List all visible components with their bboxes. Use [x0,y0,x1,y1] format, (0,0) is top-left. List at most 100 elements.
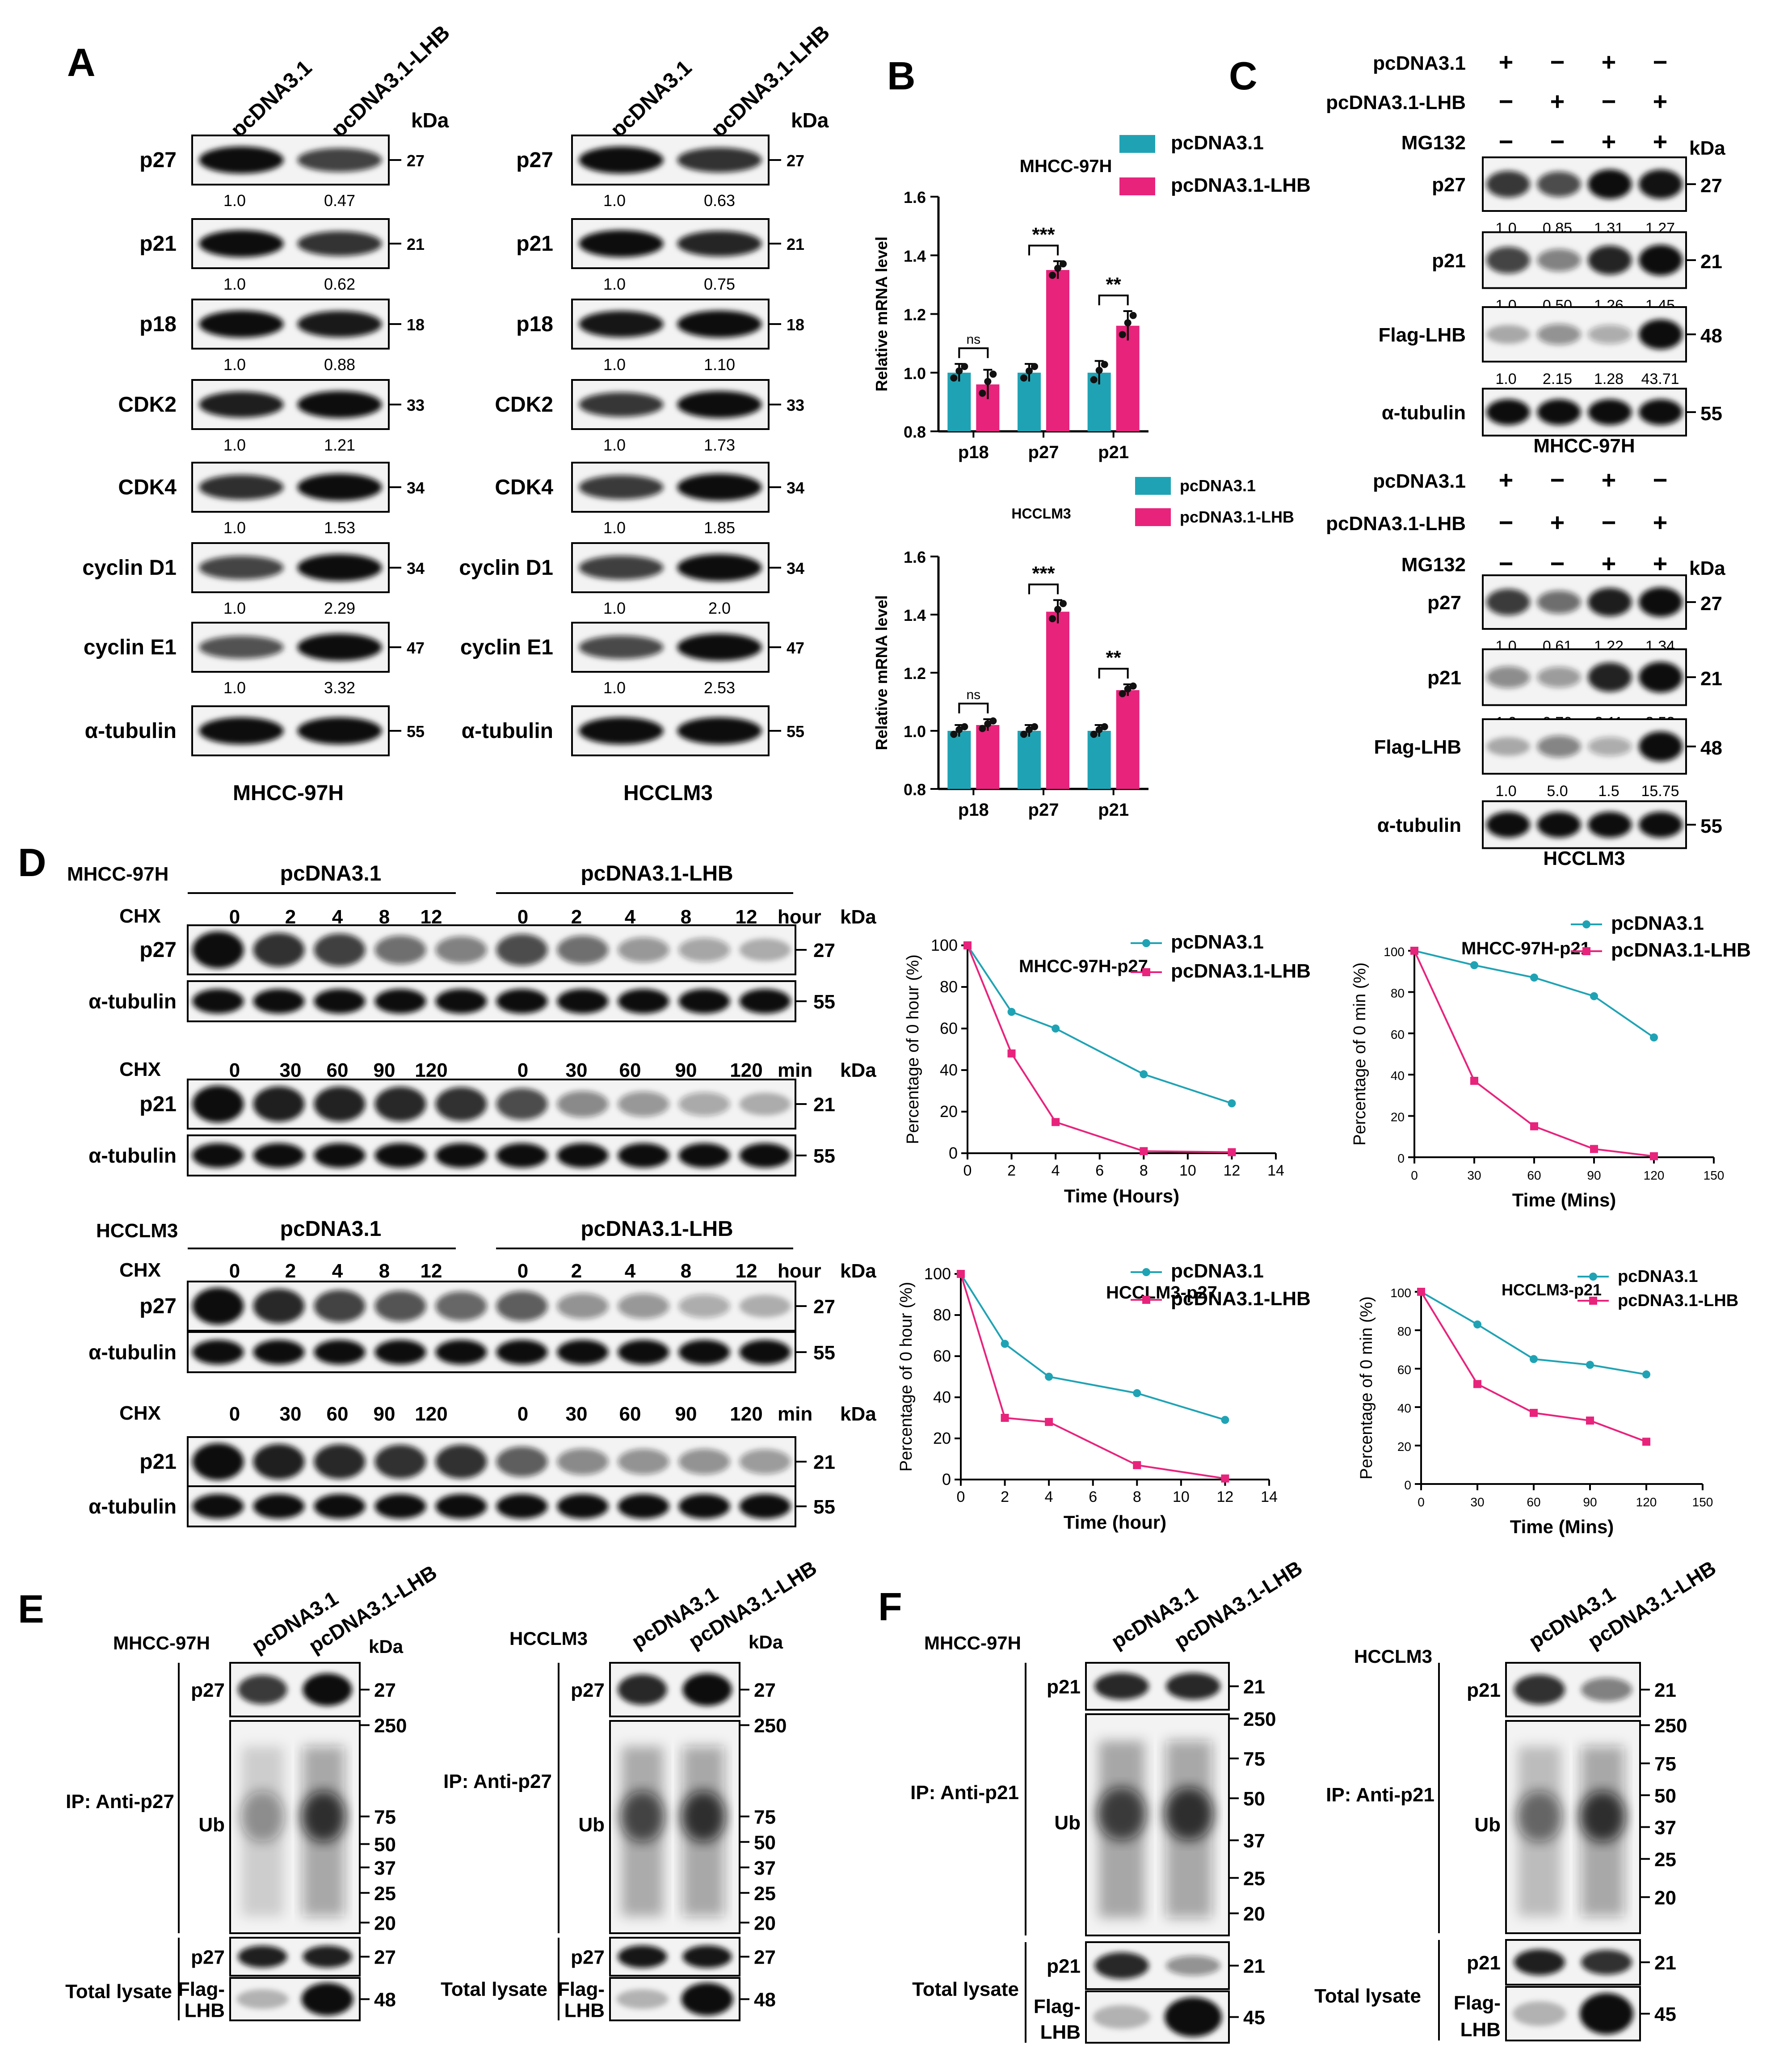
data-point [1586,1417,1594,1425]
data-point [1020,730,1027,738]
data-point [1045,1373,1053,1381]
chart-title: HCCLM3-p21 [1502,1281,1602,1299]
data-point [1026,726,1033,734]
quant-value: 1.0 [1495,783,1516,800]
kda-value: 27 [407,152,425,170]
ip-label: IP: Anti-p21 [1326,1784,1434,1806]
bar-p21-1 [1116,325,1140,431]
time-point: 4 [625,906,636,928]
blot-band [677,473,762,501]
kda-value: 27 [374,1947,396,1969]
blot-p27 [187,1281,796,1332]
quant-value: 1.0 [1495,371,1516,388]
time-point: 0 [229,1059,240,1081]
blot-band [1513,2001,1566,2026]
blot-band [199,391,284,418]
kda-value: 27 [754,1947,776,1969]
blot-band [1588,245,1632,275]
blot-band [557,1143,609,1168]
blot-band [236,1989,289,2009]
blot-band [1537,249,1581,272]
kda-value: 55 [813,991,835,1013]
significance-bracket [1098,294,1129,305]
blot-band [618,1143,669,1168]
protein-label: Flag- [1034,1995,1081,2017]
quant-value: 1.0 [223,436,246,454]
marker-label: 250 [374,1715,407,1737]
blot-band [1639,731,1683,762]
data-point [1049,615,1056,623]
time-point: 8 [379,906,390,928]
kda-header: kDa [411,109,449,132]
blot-band [678,1143,730,1168]
group-label: pcDNA3.1 [280,862,382,885]
blot-band [303,1673,352,1706]
marker-label: 37 [374,1857,396,1879]
x-tick-label: 10 [1173,1488,1190,1505]
data-point [1129,682,1137,690]
data-point [1124,685,1132,693]
data-point [1095,726,1103,734]
cell-line-label: HCCLM3 [623,781,713,805]
x-tick-label: 14 [1261,1488,1278,1505]
protein-label: CDK4 [118,476,177,499]
blot-cdk2 [191,379,390,430]
y-axis-label: Percentage of 0 min (%) [1357,1296,1376,1480]
sign: + [1499,466,1514,494]
ub-label: Ub [1054,1812,1081,1834]
blot-p21 [1482,648,1687,706]
blot-band [374,1494,426,1519]
legend-label: pcDNA3.1-LHB [1171,960,1311,982]
protein-label: p18 [516,312,553,336]
kda-value: 21 [1654,1679,1676,1701]
x-tick-label: 0 [1411,1168,1418,1182]
x-tick-label: 2 [1007,1162,1016,1179]
marker-label: 37 [1654,1817,1676,1839]
kda-value: 27 [787,152,804,170]
ub-smear [1580,1791,1625,1842]
data-point [1124,319,1132,327]
blot-band [1486,589,1530,616]
panel-letter-d: D [18,840,46,885]
y-tick-label: 0 [942,1470,951,1488]
blot-flag-lhb [229,1977,361,2021]
sign: + [1602,549,1616,578]
group-label: pcDNA3.1-LHB [581,1217,733,1241]
blot-cyclin-e1 [571,622,770,673]
time-unit: hour [778,906,821,928]
time-point: 90 [675,1403,697,1425]
kda-value: 33 [787,396,804,414]
protein-label: Flag- [178,1978,225,2000]
blot-band [374,1340,426,1365]
quant-value: 1.0 [223,519,246,537]
bar-p21-1 [1116,690,1140,789]
time-point: 12 [421,1260,442,1282]
blot-band [301,1982,353,2016]
protein-label: p21 [1467,1952,1501,1974]
time-point: 120 [415,1059,447,1081]
blot-p27 [1482,574,1687,630]
kda-header: kDa [840,1059,876,1081]
blot-band [314,1086,366,1122]
legend-label: pcDNA3.1 [1180,476,1256,495]
blot-band [579,146,664,174]
time-point: 120 [730,1059,762,1081]
panel-letter-a: A [67,40,96,84]
y-tick-label: 60 [940,1019,958,1037]
marker-label: 75 [754,1806,776,1828]
protein-label: p21 [139,1450,177,1474]
time-unit: min [778,1403,812,1425]
blot-band [199,146,284,174]
blot-band [192,1340,244,1365]
marker-label: 20 [1654,1887,1676,1909]
marker-label: 75 [1654,1753,1676,1775]
blot-band [1581,1678,1632,1702]
legend-label: pcDNA3.1 [1171,931,1264,953]
blot-cdk4 [571,462,770,513]
protein-label: p21 [1047,1956,1081,1977]
panel-c-block-2: pcDNA3.1 + − + − pcDNA3.1-LHB − + − + MG132 − − + + kDa… [1326,466,1725,869]
data-point [1650,1152,1658,1160]
